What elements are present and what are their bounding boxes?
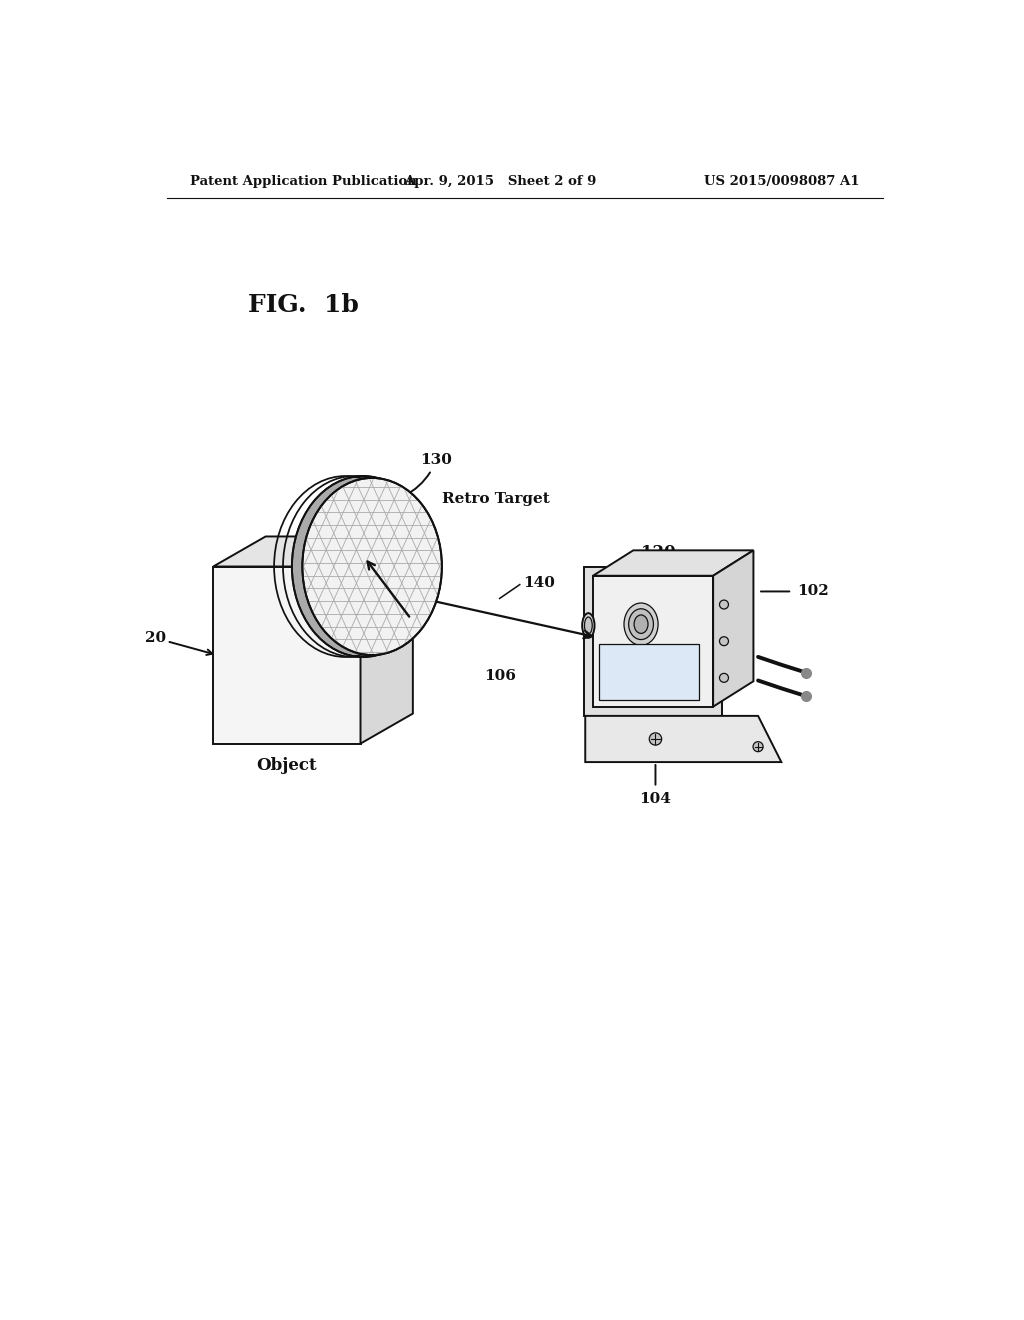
Polygon shape (584, 566, 722, 715)
Text: 106: 106 (484, 669, 516, 682)
Text: Patent Application Publication: Patent Application Publication (190, 176, 417, 187)
Polygon shape (713, 550, 754, 706)
Polygon shape (593, 550, 754, 576)
Ellipse shape (585, 616, 592, 634)
Ellipse shape (624, 603, 658, 645)
Text: Apr. 9, 2015   Sheet 2 of 9: Apr. 9, 2015 Sheet 2 of 9 (403, 176, 596, 187)
Ellipse shape (583, 614, 595, 638)
Text: 120: 120 (641, 544, 676, 561)
Circle shape (753, 742, 763, 751)
Text: Retro Target: Retro Target (442, 492, 550, 506)
Polygon shape (213, 566, 360, 743)
Polygon shape (586, 715, 781, 762)
Ellipse shape (302, 478, 442, 655)
Polygon shape (213, 536, 413, 566)
Text: US 2015/0098087 A1: US 2015/0098087 A1 (705, 176, 859, 187)
Text: 130: 130 (404, 453, 452, 496)
Text: 104: 104 (640, 792, 672, 807)
Circle shape (649, 733, 662, 744)
Ellipse shape (629, 609, 653, 640)
Ellipse shape (634, 615, 648, 634)
Circle shape (720, 636, 728, 645)
Polygon shape (360, 536, 413, 743)
Circle shape (720, 601, 728, 609)
Polygon shape (599, 644, 698, 700)
Polygon shape (593, 576, 713, 706)
Text: Object: Object (257, 756, 317, 774)
Text: 102: 102 (797, 585, 828, 598)
Text: FIG.  1b: FIG. 1b (248, 293, 359, 317)
Text: 140: 140 (523, 576, 555, 590)
Circle shape (720, 673, 728, 682)
Text: 20: 20 (144, 631, 166, 645)
Ellipse shape (292, 477, 434, 657)
